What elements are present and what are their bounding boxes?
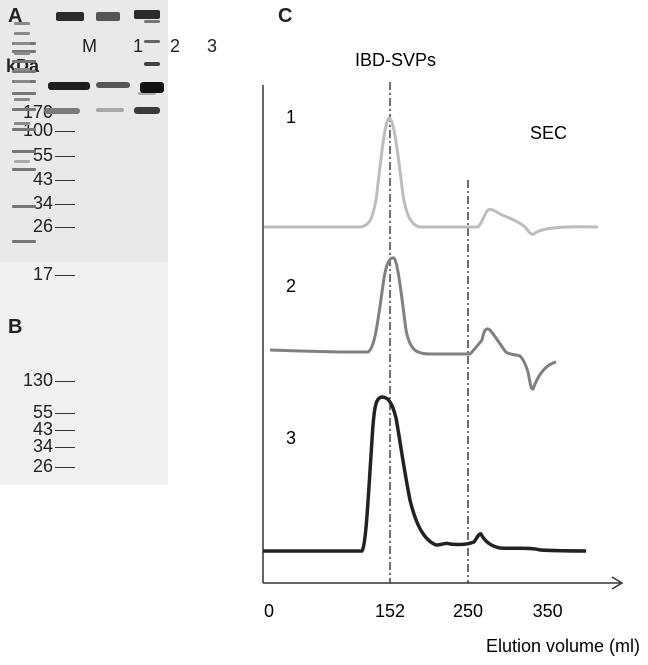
ladder-band — [12, 168, 36, 171]
blot-marker-label-130: 130 — [22, 370, 53, 390]
minor-band-lane-3 — [138, 92, 156, 95]
trace-label-2: 2 — [286, 276, 296, 296]
blot-minor-band — [144, 62, 160, 66]
marker-tick — [55, 275, 75, 276]
peak-label: IBD-SVPs — [355, 50, 436, 70]
trace-series-1 — [264, 116, 599, 236]
marker-label-26: 26 — [32, 216, 53, 236]
x-tick-label: 350 — [533, 601, 563, 621]
ladder-band — [12, 70, 36, 73]
lane-label-2: 2 — [170, 36, 181, 56]
panel-c-letter: C — [278, 5, 293, 27]
x-tick-label: 0 — [264, 601, 274, 621]
ladder-band — [12, 128, 36, 131]
blot-marker-label-26: 26 — [32, 456, 53, 476]
marker-tick — [55, 204, 75, 205]
gel-well — [56, 12, 84, 21]
protein-band-lane-2 — [96, 108, 124, 112]
ladder-band — [12, 240, 36, 243]
trace-series-2 — [269, 256, 557, 391]
ladder-band — [14, 22, 30, 25]
lane-label-3: 3 — [207, 36, 218, 56]
protein-band-lane-1 — [44, 108, 80, 114]
ladder-band — [14, 32, 30, 35]
ladder-band — [12, 60, 36, 63]
blot-band-lane-3 — [140, 82, 164, 93]
marker-tick — [55, 131, 75, 132]
blot-minor-band — [144, 40, 160, 43]
blot-marker-tick — [55, 381, 75, 382]
marker-tick — [55, 227, 75, 228]
lane-label-1: 1 — [133, 36, 144, 56]
marker-label-17: 17 — [32, 264, 53, 284]
x-axis-title: Elution volume (ml) — [486, 636, 640, 656]
trace-label-3: 3 — [286, 428, 296, 448]
blot-band-lane-1 — [48, 82, 90, 90]
trace-series-3 — [263, 395, 587, 553]
blot-marker-tick — [55, 430, 75, 431]
marker-label-34: 34 — [32, 193, 53, 213]
ladder-band — [14, 52, 30, 55]
marker-label-55: 55 — [32, 145, 53, 165]
chart-title: SEC — [530, 123, 567, 143]
blot-minor-band — [144, 20, 160, 23]
marker-label-170: 170 — [22, 102, 53, 122]
x-tick-label: 152 — [375, 601, 405, 621]
blot-marker-label-34: 34 — [32, 436, 53, 456]
marker-label-43: 43 — [32, 169, 53, 189]
marker-tick — [55, 180, 75, 181]
ladder-band — [12, 205, 36, 208]
ladder-band — [14, 98, 30, 101]
panel-a-letter: A — [8, 5, 23, 27]
blot-marker-label-43: 43 — [32, 419, 53, 439]
lane-label-m: M — [82, 36, 97, 56]
gel-well — [134, 10, 160, 19]
gel-well — [96, 12, 120, 21]
blot-marker-tick — [55, 413, 75, 414]
marker-tick — [55, 156, 75, 157]
blot-marker-label-55: 55 — [32, 402, 53, 422]
ladder-band — [14, 42, 30, 45]
ladder-band — [14, 68, 30, 71]
trace-label-1: 1 — [286, 107, 296, 127]
protein-band-lane-3 — [134, 107, 160, 114]
western-blot-image — [0, 20, 168, 485]
ladder-band — [14, 80, 30, 83]
ladder-band — [12, 108, 36, 111]
ladder-band — [12, 92, 36, 95]
ladder-band — [12, 50, 36, 53]
ladder-band — [12, 150, 36, 153]
blot-marker-tick — [55, 447, 75, 448]
blot-marker-tick — [55, 467, 75, 468]
x-tick-label: 250 — [453, 601, 483, 621]
x-axis-arrow-icon — [611, 576, 624, 590]
blot-band-lane-2 — [96, 82, 130, 88]
marker-label-100: 100 — [22, 120, 53, 140]
ladder-band — [14, 160, 30, 163]
panel-b-letter: B — [8, 316, 23, 338]
ladder-band — [14, 122, 30, 125]
